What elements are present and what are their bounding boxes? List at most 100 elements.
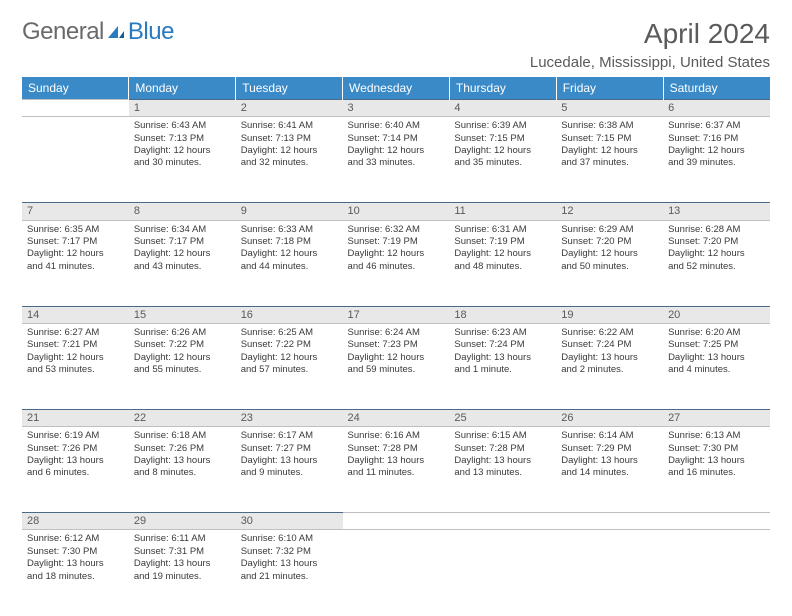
day-detail-sr: Sunrise: 6:23 AM [454, 327, 551, 339]
day-detail-d1: Daylight: 12 hours [241, 352, 338, 364]
day-content-cell: Sunrise: 6:14 AMSunset: 7:29 PMDaylight:… [556, 427, 663, 513]
day-number: 10 [348, 205, 360, 217]
day-number-cell [556, 513, 663, 530]
day-content-row: Sunrise: 6:43 AMSunset: 7:13 PMDaylight:… [22, 117, 770, 203]
day-detail-ss: Sunset: 7:18 PM [241, 236, 338, 248]
day-content-cell: Sunrise: 6:40 AMSunset: 7:14 PMDaylight:… [343, 117, 450, 203]
day-number-cell: 14 [22, 306, 129, 323]
day-number: 17 [348, 309, 360, 321]
day-content-cell: Sunrise: 6:18 AMSunset: 7:26 PMDaylight:… [129, 427, 236, 513]
day-detail-ss: Sunset: 7:14 PM [348, 133, 445, 145]
day-content-cell: Sunrise: 6:28 AMSunset: 7:20 PMDaylight:… [663, 220, 770, 306]
day-detail-sr: Sunrise: 6:27 AM [27, 327, 124, 339]
day-detail-ss: Sunset: 7:13 PM [134, 133, 231, 145]
day-content-cell [449, 530, 556, 616]
day-detail-d1: Daylight: 12 hours [134, 145, 231, 157]
day-detail-ss: Sunset: 7:15 PM [561, 133, 658, 145]
day-detail-d2: and 53 minutes. [27, 364, 124, 376]
day-number-cell: 28 [22, 513, 129, 530]
day-number-row: 28 29 30 [22, 513, 770, 530]
day-detail-ss: Sunset: 7:31 PM [134, 546, 231, 558]
day-detail-ss: Sunset: 7:28 PM [454, 443, 551, 455]
day-detail-d1: Daylight: 12 hours [134, 248, 231, 260]
day-number-row: 14151617181920 [22, 306, 770, 323]
day-detail-ss: Sunset: 7:25 PM [668, 339, 765, 351]
day-number: 30 [241, 515, 253, 527]
day-content-cell: Sunrise: 6:20 AMSunset: 7:25 PMDaylight:… [663, 323, 770, 409]
weekday-header: Monday [129, 77, 236, 100]
day-detail-ss: Sunset: 7:22 PM [134, 339, 231, 351]
weekday-header: Saturday [663, 77, 770, 100]
day-number-row: 21222324252627 [22, 409, 770, 426]
day-number-cell [343, 513, 450, 530]
day-detail-d1: Daylight: 13 hours [454, 455, 551, 467]
day-detail-d1: Daylight: 13 hours [241, 455, 338, 467]
day-detail-sr: Sunrise: 6:18 AM [134, 430, 231, 442]
day-detail-ss: Sunset: 7:20 PM [561, 236, 658, 248]
day-number-cell: 7 [22, 203, 129, 220]
day-content-cell [343, 530, 450, 616]
day-detail-d1: Daylight: 12 hours [668, 248, 765, 260]
day-content-cell: Sunrise: 6:19 AMSunset: 7:26 PMDaylight:… [22, 427, 129, 513]
day-number-cell: 13 [663, 203, 770, 220]
day-detail-d2: and 6 minutes. [27, 467, 124, 479]
day-detail-ss: Sunset: 7:20 PM [668, 236, 765, 248]
day-detail-sr: Sunrise: 6:28 AM [668, 224, 765, 236]
day-number: 24 [348, 412, 360, 424]
day-detail-ss: Sunset: 7:15 PM [454, 133, 551, 145]
day-number: 20 [668, 309, 680, 321]
day-detail-ss: Sunset: 7:17 PM [134, 236, 231, 248]
day-detail-sr: Sunrise: 6:19 AM [27, 430, 124, 442]
day-number-cell: 3 [343, 100, 450, 117]
day-detail-d2: and 46 minutes. [348, 261, 445, 273]
day-detail-ss: Sunset: 7:30 PM [27, 546, 124, 558]
day-detail-sr: Sunrise: 6:15 AM [454, 430, 551, 442]
day-detail-ss: Sunset: 7:26 PM [134, 443, 231, 455]
day-number-cell: 1 [129, 100, 236, 117]
day-detail-d1: Daylight: 12 hours [241, 248, 338, 260]
title-block: April 2024 Lucedale, Mississippi, United… [530, 18, 770, 71]
day-detail-sr: Sunrise: 6:38 AM [561, 120, 658, 132]
day-detail-d2: and 9 minutes. [241, 467, 338, 479]
day-detail-d1: Daylight: 12 hours [348, 248, 445, 260]
day-detail-ss: Sunset: 7:29 PM [561, 443, 658, 455]
weekday-header: Friday [556, 77, 663, 100]
day-detail-d1: Daylight: 12 hours [348, 145, 445, 157]
day-number-cell: 4 [449, 100, 556, 117]
day-number-cell [22, 100, 129, 117]
logo-sail-icon [106, 24, 126, 40]
day-number: 6 [668, 102, 674, 114]
day-number: 29 [134, 515, 146, 527]
day-number: 15 [134, 309, 146, 321]
day-number-cell: 2 [236, 100, 343, 117]
day-detail-sr: Sunrise: 6:22 AM [561, 327, 658, 339]
day-content-cell [22, 117, 129, 203]
day-detail-d1: Daylight: 12 hours [561, 145, 658, 157]
location: Lucedale, Mississippi, United States [530, 54, 770, 71]
day-detail-ss: Sunset: 7:30 PM [668, 443, 765, 455]
day-detail-ss: Sunset: 7:26 PM [27, 443, 124, 455]
day-number-cell: 11 [449, 203, 556, 220]
weekday-header: Sunday [22, 77, 129, 100]
day-number-cell: 16 [236, 306, 343, 323]
day-detail-d2: and 37 minutes. [561, 157, 658, 169]
day-number-cell: 27 [663, 409, 770, 426]
day-number: 16 [241, 309, 253, 321]
day-detail-d2: and 1 minute. [454, 364, 551, 376]
day-number-cell [449, 513, 556, 530]
day-number: 14 [27, 309, 39, 321]
day-detail-d2: and 59 minutes. [348, 364, 445, 376]
day-content-cell: Sunrise: 6:23 AMSunset: 7:24 PMDaylight:… [449, 323, 556, 409]
day-content-cell: Sunrise: 6:22 AMSunset: 7:24 PMDaylight:… [556, 323, 663, 409]
day-detail-sr: Sunrise: 6:31 AM [454, 224, 551, 236]
day-content-cell: Sunrise: 6:15 AMSunset: 7:28 PMDaylight:… [449, 427, 556, 513]
calendar-table: Sunday Monday Tuesday Wednesday Thursday… [22, 77, 770, 616]
day-detail-d1: Daylight: 13 hours [134, 558, 231, 570]
day-content-cell: Sunrise: 6:31 AMSunset: 7:19 PMDaylight:… [449, 220, 556, 306]
day-content-cell [663, 530, 770, 616]
day-number: 11 [454, 205, 465, 217]
weekday-header: Thursday [449, 77, 556, 100]
day-detail-d2: and 30 minutes. [134, 157, 231, 169]
day-number-cell: 25 [449, 409, 556, 426]
day-detail-sr: Sunrise: 6:17 AM [241, 430, 338, 442]
